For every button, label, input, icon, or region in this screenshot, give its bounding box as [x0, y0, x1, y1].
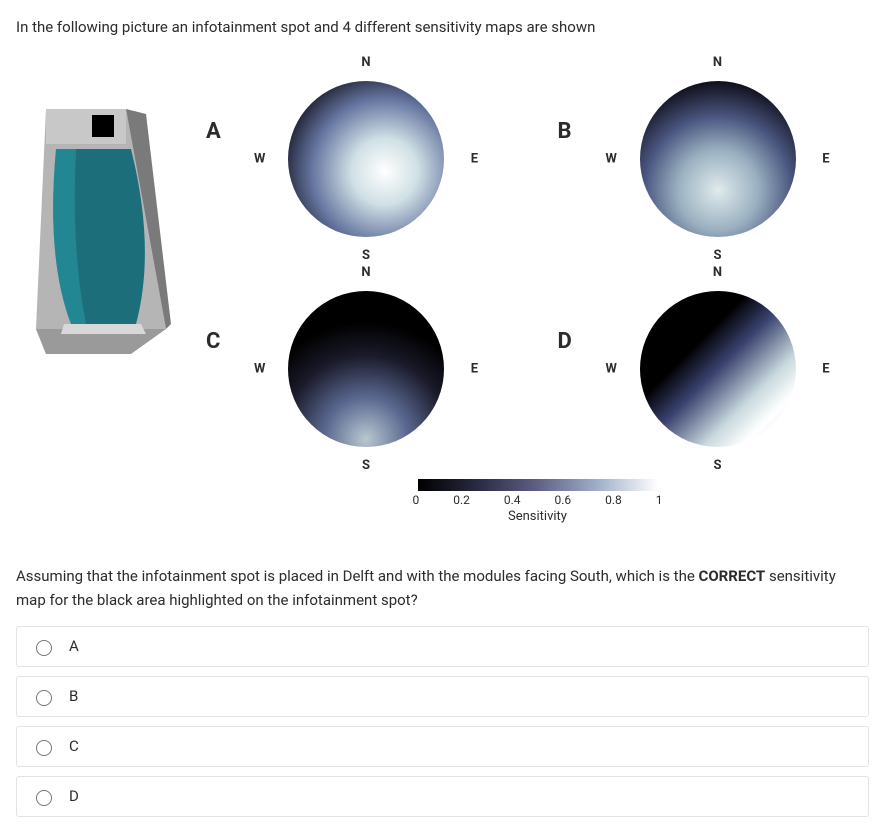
tick: 1: [656, 493, 663, 507]
tick: 0.8: [605, 493, 622, 507]
map-label: B: [558, 119, 572, 144]
sensitivity-circle: [640, 81, 796, 237]
compass-e: E: [471, 361, 478, 376]
figure-row: A N S W E B N S W E: [16, 59, 869, 524]
tick: 0.4: [504, 493, 521, 507]
maps-grid: A N S W E B N S W E: [206, 59, 869, 469]
compass-w: W: [254, 361, 265, 376]
options-list: A B C D: [16, 626, 869, 817]
infotainment-spot: [16, 59, 176, 363]
option-label: A: [69, 637, 79, 655]
compass-w: W: [606, 361, 617, 376]
option-label: C: [69, 737, 79, 755]
question-intro: In the following picture an infotainment…: [16, 16, 869, 39]
radio-b[interactable]: [36, 690, 52, 706]
radio-d[interactable]: [36, 790, 52, 806]
option-a[interactable]: A: [16, 626, 869, 667]
map-cell-a: A N S W E: [206, 59, 516, 259]
compass-n: N: [361, 55, 370, 70]
option-b[interactable]: B: [16, 676, 869, 717]
compass-s: S: [362, 458, 370, 473]
map-cell-b: B N S W E: [558, 59, 868, 259]
sensitivity-circle: [288, 81, 444, 237]
colorbar-label: Sensitivity: [508, 509, 567, 524]
map-cell-d: D N S W E: [558, 269, 868, 469]
compass-s: S: [362, 248, 370, 263]
compass-n: N: [713, 55, 722, 70]
compass-n: N: [713, 265, 722, 280]
compass-s: S: [713, 458, 721, 473]
radio-a[interactable]: [36, 640, 52, 656]
colorbar: 0 0.2 0.4 0.6 0.8 1 Sensitivity: [408, 479, 668, 524]
compass-e: E: [822, 361, 829, 376]
compass-e: E: [822, 151, 829, 166]
sensitivity-circle: [288, 291, 444, 447]
tick: 0: [413, 493, 420, 507]
map-label: C: [206, 329, 220, 354]
question-body: Assuming that the infotainment spot is p…: [16, 564, 869, 612]
map-label: D: [558, 329, 572, 354]
question-emph: CORRECT: [699, 567, 766, 585]
tick: 0.2: [453, 493, 470, 507]
sensitivity-circle: [640, 291, 796, 447]
radio-c[interactable]: [36, 740, 52, 756]
tick: 0.6: [554, 493, 571, 507]
compass-w: W: [254, 151, 265, 166]
compass-n: N: [361, 265, 370, 280]
compass-s: S: [713, 248, 721, 263]
compass-w: W: [606, 151, 617, 166]
map-cell-c: C N S W E: [206, 269, 516, 469]
colorbar-gradient: [418, 479, 658, 491]
colorbar-ticks: 0 0.2 0.4 0.6 0.8 1: [413, 493, 663, 507]
option-d[interactable]: D: [16, 776, 869, 817]
compass-e: E: [471, 151, 478, 166]
question-prefix: Assuming that the infotainment spot is p…: [16, 567, 699, 585]
map-label: A: [206, 119, 221, 144]
option-label: D: [69, 787, 79, 805]
maps-column: A N S W E B N S W E: [206, 59, 869, 524]
option-c[interactable]: C: [16, 726, 869, 767]
option-label: B: [69, 687, 78, 705]
